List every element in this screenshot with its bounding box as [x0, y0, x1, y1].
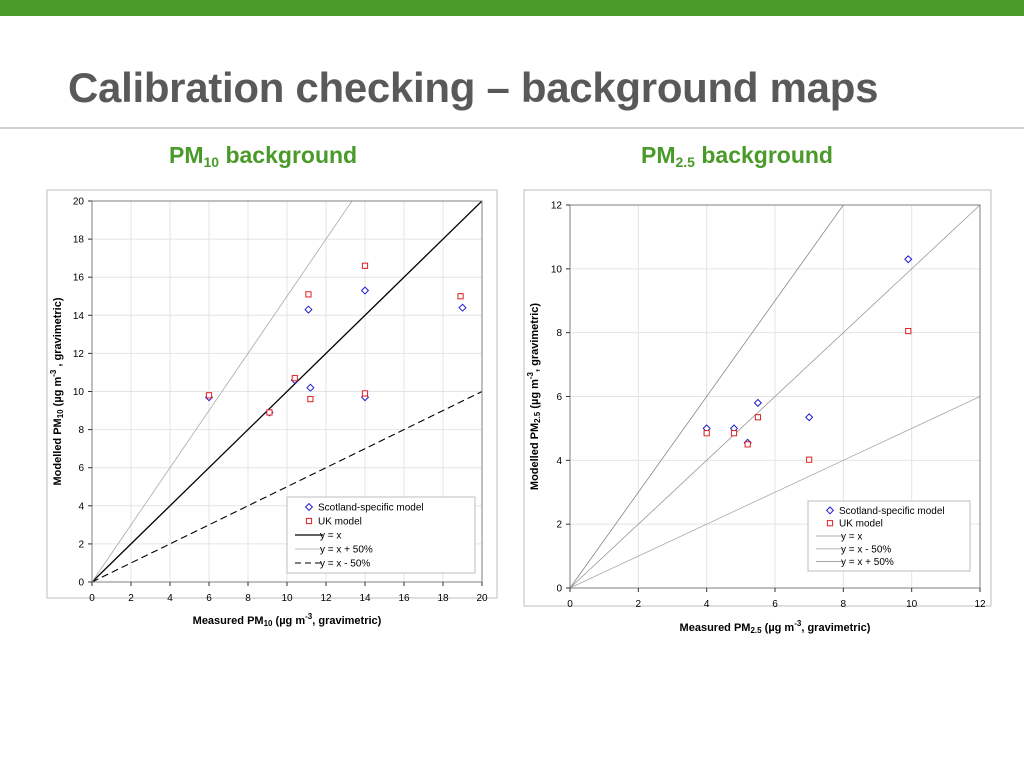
x-tick-label: 10: [281, 593, 293, 604]
y-tick-label: 4: [78, 501, 84, 512]
legend-marker: [305, 517, 313, 525]
legend-label: Scotland-specific model: [839, 506, 945, 517]
y-tick-label: 8: [78, 425, 84, 436]
x-axis-label: Measured PM2.5 (µg m-3, gravimetric): [680, 619, 871, 635]
uk-model-point: [205, 392, 213, 399]
x-tick-label: 0: [89, 593, 95, 604]
scotland-model-point: [304, 305, 313, 314]
y-tick-label: 10: [551, 264, 563, 275]
uk-model-point: [307, 396, 314, 403]
y-tick-label: 6: [556, 392, 562, 403]
uk-model-point: [361, 262, 369, 269]
reference-line: [570, 205, 980, 588]
pm25-chart: 0 2 4 6 8 10 12 0 2 4 6 8 10 12 Measured PM2.5 (µg m-3…: [523, 189, 992, 635]
uk-model-point: [457, 293, 464, 300]
top-accent-bar: [0, 0, 1024, 16]
legend-label: y = x + 50%: [320, 545, 373, 556]
pm10-heading-suffix: background: [219, 142, 358, 168]
uk-model-point: [905, 327, 912, 335]
x-tick-label: 18: [437, 593, 449, 604]
title-divider: [0, 127, 1024, 129]
uk-model-point: [291, 375, 298, 382]
y-tick-label: 14: [73, 311, 85, 322]
y-tick-label: 2: [78, 539, 84, 550]
reference-line: [570, 205, 844, 588]
y-tick-label: 0: [556, 584, 562, 595]
x-tick-label: 4: [167, 593, 173, 604]
x-tick-label: 10: [906, 599, 918, 610]
uk-model-point: [754, 414, 762, 421]
pm10-chart-heading: PM10 background: [169, 142, 357, 170]
y-axis-label: Modelled PM10 (µg m-3 , gravimetric): [49, 297, 65, 485]
legend-marker: [304, 502, 314, 512]
uk-model-point: [806, 456, 813, 463]
uk-model-point: [703, 430, 710, 437]
scotland-model-point: [805, 413, 814, 422]
x-axis-label: Measured PM10 (µg m-3, gravimetric): [193, 612, 382, 628]
legend-label: y = x - 50%: [320, 559, 370, 570]
y-tick-label: 8: [556, 328, 562, 339]
legend-label: y = x + 50%: [841, 557, 894, 568]
x-tick-label: 16: [398, 593, 410, 604]
pm25-heading-suffix: background: [694, 142, 833, 168]
y-tick-label: 6: [78, 463, 84, 474]
pm25-heading-prefix: PM: [641, 142, 676, 168]
x-tick-label: 6: [206, 593, 212, 604]
slide-title: Calibration checking – background maps: [68, 64, 879, 111]
legend-label: UK model: [318, 517, 362, 528]
scotland-model-point: [753, 398, 763, 407]
x-tick-label: 2: [636, 599, 642, 610]
reference-line: [92, 391, 482, 582]
y-tick-label: 20: [73, 197, 85, 208]
pm25-heading-subscript: 2.5: [675, 154, 695, 170]
pm10-heading-prefix: PM: [169, 142, 204, 168]
y-tick-label: 0: [78, 578, 84, 589]
legend-label: UK model: [839, 519, 883, 530]
y-tick-label: 12: [551, 201, 563, 212]
y-tick-label: 12: [73, 349, 85, 360]
y-tick-label: 10: [73, 387, 85, 398]
legend-label: Scotland-specific model: [318, 503, 424, 514]
uk-model-point: [266, 409, 273, 416]
uk-model-point: [730, 430, 738, 437]
pm10-heading-subscript: 10: [203, 154, 220, 170]
y-tick-label: 4: [556, 456, 562, 467]
pm10-chart: 0 2 4 6 8 10 12 14 16 18 20 0 2 4 6 8 10 12 14 16 18 20 Measur…: [46, 189, 498, 628]
reference-line: [570, 396, 980, 588]
scotland-model-point: [458, 303, 467, 312]
x-tick-label: 2: [128, 593, 134, 604]
y-tick-label: 16: [73, 273, 85, 284]
uk-model-point: [305, 291, 312, 298]
scotland-model-point: [904, 255, 913, 264]
legend-label: y = x: [841, 532, 862, 543]
y-tick-label: 18: [73, 235, 85, 246]
pm25-chart-heading: PM2.5 background: [641, 142, 833, 170]
x-tick-label: 6: [772, 599, 778, 610]
x-tick-label: 14: [359, 593, 371, 604]
x-tick-label: 8: [841, 599, 847, 610]
x-tick-label: 12: [320, 593, 332, 604]
uk-model-point: [361, 390, 369, 397]
scotland-model-point: [360, 286, 370, 295]
reference-line: [92, 201, 353, 582]
reference-line: [92, 201, 482, 582]
x-tick-label: 20: [476, 593, 488, 604]
x-tick-label: 4: [704, 599, 710, 610]
legend-label: y = x - 50%: [841, 544, 891, 555]
legend-marker: [825, 506, 835, 515]
uk-model-point: [744, 441, 751, 448]
y-tick-label: 2: [556, 520, 562, 531]
y-axis-label: Modelled PM2.5 (µg m-3, gravimetric): [526, 303, 542, 491]
x-tick-label: 12: [974, 599, 986, 610]
legend-marker: [826, 520, 834, 527]
x-tick-label: 0: [567, 599, 573, 610]
scotland-model-point: [306, 383, 315, 392]
legend-label: y = x: [320, 531, 341, 542]
x-tick-label: 8: [245, 593, 251, 604]
